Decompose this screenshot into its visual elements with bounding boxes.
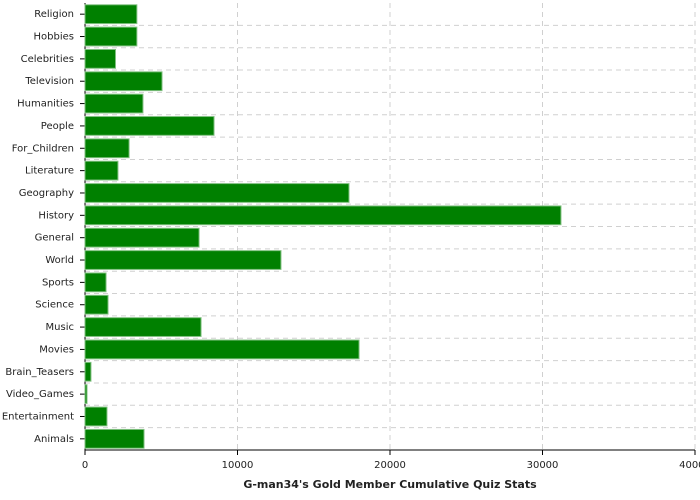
bar: [84, 26, 138, 47]
y-tick-label: Geography: [19, 188, 74, 199]
bar: [84, 183, 350, 203]
x-tick-label: 20000: [374, 460, 406, 471]
x-tick-label: 30000: [527, 460, 559, 471]
bar: [84, 339, 360, 360]
y-tick-label: Religion: [34, 9, 74, 20]
y-tick-label: Entertainment: [2, 411, 74, 422]
bar: [84, 116, 215, 136]
y-tick-label: Television: [24, 76, 74, 87]
y-tick-label: Brain_Teasers: [5, 367, 74, 378]
bar: [84, 93, 144, 114]
x-axis-label: G-man34's Gold Member Cumulative Quiz St…: [243, 478, 537, 491]
bar: [84, 317, 202, 337]
bar: [84, 361, 92, 382]
y-tick-label: Movies: [39, 344, 74, 355]
bar: [84, 272, 107, 293]
y-tick-label: People: [41, 121, 74, 132]
y-tick-label: World: [45, 255, 74, 266]
bar: [84, 160, 119, 181]
bar: [84, 138, 130, 159]
bar: [84, 406, 108, 427]
y-tick-label: Celebrities: [21, 54, 74, 65]
x-tick-label: 10000: [222, 460, 254, 471]
y-tick-label: Animals: [34, 434, 74, 445]
bar: [84, 294, 109, 315]
y-tick-label: Hobbies: [34, 32, 74, 43]
y-tick-label: Humanities: [17, 99, 74, 110]
bar: [84, 384, 88, 405]
y-tick-label: Science: [35, 300, 74, 311]
y-tick-label: Music: [46, 322, 74, 333]
bar: [84, 4, 138, 25]
x-tick-label: 0: [82, 460, 88, 471]
bar: [84, 227, 200, 248]
bar: [84, 428, 145, 449]
y-tick-label: General: [35, 233, 74, 244]
x-tick-label: 40000: [679, 460, 700, 471]
bar: [84, 48, 116, 69]
y-tick-label: History: [38, 210, 74, 221]
y-tick-label: Sports: [42, 277, 74, 288]
bar: [84, 250, 282, 270]
bar: [84, 205, 562, 226]
y-tick-label: Literature: [25, 166, 74, 177]
y-tick-label: For_Children: [12, 143, 74, 154]
y-tick-label: Video_Games: [6, 389, 74, 400]
bar: [84, 71, 163, 92]
